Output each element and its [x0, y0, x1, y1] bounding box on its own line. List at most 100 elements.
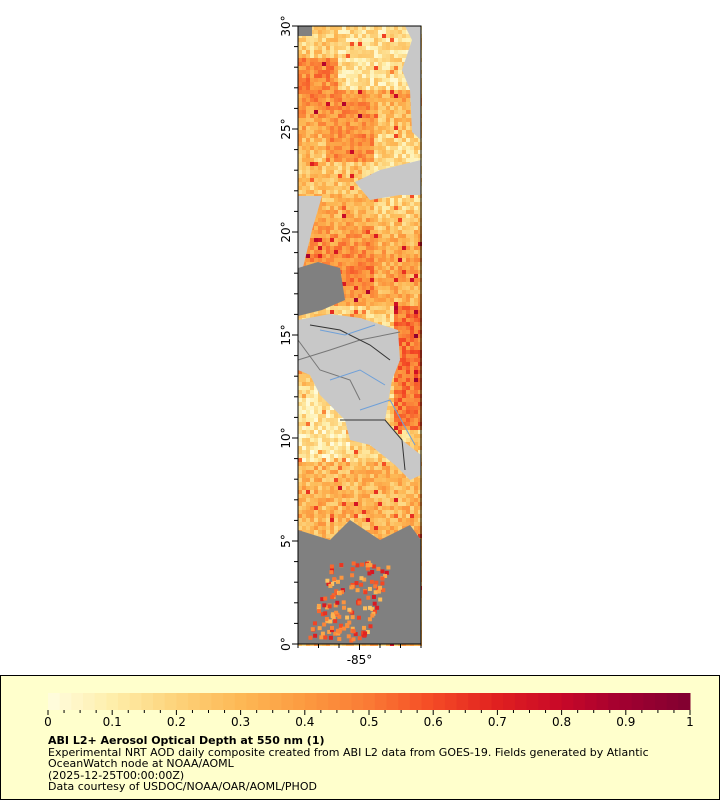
aod-cell — [346, 222, 350, 226]
aod-cell — [306, 182, 310, 186]
aod-cell — [302, 402, 306, 406]
aod-cell — [374, 114, 378, 118]
aod-cell — [382, 118, 386, 122]
aod-cell — [334, 258, 338, 262]
aod-cell — [310, 162, 314, 166]
aod-cell — [406, 442, 410, 446]
aod-cell — [414, 422, 418, 426]
aod-cell — [338, 118, 342, 122]
aod-cell — [410, 158, 414, 162]
aod-cell — [346, 194, 350, 198]
aod-cell — [302, 62, 306, 66]
aod-cell — [362, 486, 366, 490]
aod-cell — [410, 154, 414, 158]
aod-cell — [342, 86, 346, 90]
aod-cell — [306, 406, 310, 410]
aod-cell — [418, 442, 422, 446]
aod-cell — [402, 154, 406, 158]
aod-cell — [358, 206, 362, 210]
aod-cell — [370, 274, 374, 278]
aod-cell — [322, 90, 326, 94]
aod-cell — [370, 290, 374, 294]
aod-cell — [406, 102, 410, 106]
aod-cell — [406, 46, 410, 50]
aod-cell — [381, 588, 386, 593]
aod-cell — [355, 563, 360, 568]
aod-cell — [366, 450, 370, 454]
aod-cell — [394, 378, 398, 382]
aod-cell — [378, 282, 382, 286]
aod-cell — [342, 450, 346, 454]
aod-cell — [322, 82, 326, 86]
aod-cell — [367, 571, 372, 576]
aod-cell — [370, 82, 374, 86]
aod-cell — [382, 106, 386, 110]
aod-cell — [354, 54, 358, 58]
aod-cell — [386, 94, 390, 98]
aod-cell — [350, 498, 354, 502]
aod-cell — [322, 138, 326, 142]
aod-cell — [394, 250, 398, 254]
aod-cell — [418, 526, 422, 530]
aod-cell — [329, 564, 334, 569]
aod-cell — [406, 498, 410, 502]
aod-cell — [334, 62, 338, 66]
aod-cell — [370, 222, 374, 226]
aod-cell — [342, 178, 346, 182]
aod-cell — [394, 150, 398, 154]
aod-cell — [359, 576, 364, 581]
aod-cell — [306, 450, 310, 454]
aod-cell — [398, 318, 402, 322]
aod-cell — [312, 621, 317, 626]
aod-cell — [322, 470, 326, 474]
aod-cell — [338, 490, 342, 494]
aod-cell — [366, 130, 370, 134]
aod-cell — [358, 82, 362, 86]
aod-cell — [326, 54, 330, 58]
aod-cell — [394, 326, 398, 330]
aod-cell — [410, 394, 414, 398]
aod-cell — [350, 246, 354, 250]
aod-cell — [314, 254, 318, 258]
aod-cell — [402, 90, 406, 94]
aod-cell — [334, 154, 338, 158]
aod-cell — [354, 302, 358, 306]
aod-cell — [366, 66, 370, 70]
aod-cell — [398, 486, 402, 490]
aod-cell — [334, 526, 338, 530]
aod-cell — [350, 310, 354, 314]
aod-cell — [394, 526, 398, 530]
aod-cell — [334, 162, 338, 166]
aod-cell — [318, 78, 322, 82]
aod-cell — [382, 502, 386, 506]
aod-cell — [302, 450, 306, 454]
aod-cell — [314, 526, 318, 530]
aod-cell — [314, 402, 318, 406]
aod-cell — [398, 310, 402, 314]
aod-cell — [414, 510, 418, 514]
aod-cell — [354, 126, 358, 130]
aod-cell — [358, 54, 362, 58]
aod-cell — [330, 522, 334, 526]
aod-cell — [374, 226, 378, 230]
aod-cell — [328, 583, 333, 588]
aod-cell — [402, 210, 406, 214]
aod-cell — [358, 266, 362, 270]
aod-cell — [346, 62, 350, 66]
aod-cell — [346, 94, 350, 98]
aod-cell — [338, 238, 342, 242]
aod-cell — [418, 262, 422, 266]
aod-cell — [398, 58, 402, 62]
aod-cell — [390, 74, 394, 78]
aod-cell — [390, 394, 394, 398]
aod-cell — [378, 314, 382, 318]
aod-cell — [350, 74, 354, 78]
aod-cell — [342, 198, 346, 202]
aod-cell — [346, 250, 350, 254]
aod-cell — [367, 605, 372, 610]
aod-cell — [362, 226, 366, 230]
aod-cell — [382, 246, 386, 250]
aod-cell — [354, 174, 358, 178]
aod-cell — [374, 98, 378, 102]
aod-cell — [394, 234, 398, 238]
